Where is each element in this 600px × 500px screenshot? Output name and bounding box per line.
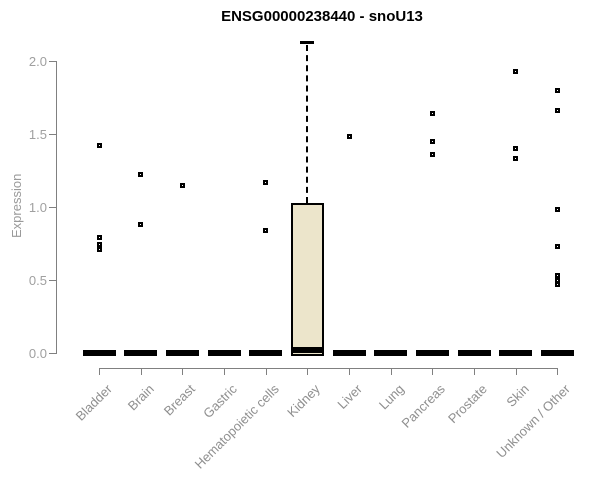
whisker-line xyxy=(306,45,309,203)
median-line xyxy=(290,347,324,354)
x-axis-tick xyxy=(140,368,142,375)
collapsed-box xyxy=(82,350,116,356)
outlier-point xyxy=(554,207,560,213)
outlier-point xyxy=(346,134,352,140)
outlier-point xyxy=(96,235,102,241)
outlier-point xyxy=(554,87,560,93)
x-axis-tick xyxy=(432,368,434,375)
outlier-point xyxy=(554,277,560,283)
outlier-point xyxy=(263,179,269,185)
collapsed-box xyxy=(165,350,199,356)
x-axis-tick xyxy=(557,368,559,375)
y-axis-tick xyxy=(49,353,56,354)
outlier-point xyxy=(179,182,185,188)
y-tick-label: 0.0 xyxy=(28,346,47,361)
x-axis-tick xyxy=(182,368,184,375)
collapsed-box xyxy=(124,350,158,356)
collapsed-box xyxy=(374,350,408,356)
outlier-point xyxy=(96,246,102,252)
x-axis-tick xyxy=(307,368,309,375)
y-tick-label: 1.0 xyxy=(28,200,47,215)
x-axis-tick xyxy=(349,368,351,375)
outlier-point xyxy=(513,156,519,162)
collapsed-box xyxy=(457,350,491,356)
collapsed-box xyxy=(332,350,366,356)
outlier-point xyxy=(429,111,435,117)
y-tick-label: 2.0 xyxy=(28,54,47,69)
outlier-point xyxy=(554,108,560,114)
y-tick-label: 1.5 xyxy=(28,127,47,142)
outlier-point xyxy=(429,138,435,144)
x-axis-tick xyxy=(99,368,100,375)
collapsed-box xyxy=(207,350,241,356)
x-axis-tick xyxy=(265,368,267,375)
outlier-point xyxy=(263,227,269,233)
outlier-point xyxy=(138,222,144,228)
outlier-point xyxy=(554,273,560,279)
box-rect xyxy=(290,202,324,356)
chart-title: ENSG00000238440 - snoU13 xyxy=(221,8,423,25)
x-axis-tick xyxy=(515,368,517,375)
x-axis-line xyxy=(99,368,559,369)
outlier-point xyxy=(554,281,560,287)
y-axis-line xyxy=(56,61,57,354)
y-axis-tick xyxy=(49,134,56,135)
x-axis-tick xyxy=(474,368,476,375)
whisker-cap xyxy=(300,41,315,45)
x-axis-tick xyxy=(224,368,225,375)
collapsed-box xyxy=(415,350,449,356)
x-axis-tick xyxy=(390,368,392,375)
y-axis-tick xyxy=(49,207,56,208)
collapsed-box xyxy=(499,350,533,356)
outlier-point xyxy=(96,242,102,248)
outlier-point xyxy=(554,243,560,249)
y-tick-label: 0.5 xyxy=(28,273,47,288)
outlier-point xyxy=(429,151,435,157)
collapsed-box xyxy=(540,350,574,356)
outlier-point xyxy=(513,146,519,152)
outlier-point xyxy=(96,143,102,149)
outlier-point xyxy=(138,172,144,178)
y-axis-tick xyxy=(49,280,56,281)
outlier-point xyxy=(513,68,519,74)
collapsed-box xyxy=(249,350,283,356)
y-axis-tick xyxy=(49,61,56,62)
